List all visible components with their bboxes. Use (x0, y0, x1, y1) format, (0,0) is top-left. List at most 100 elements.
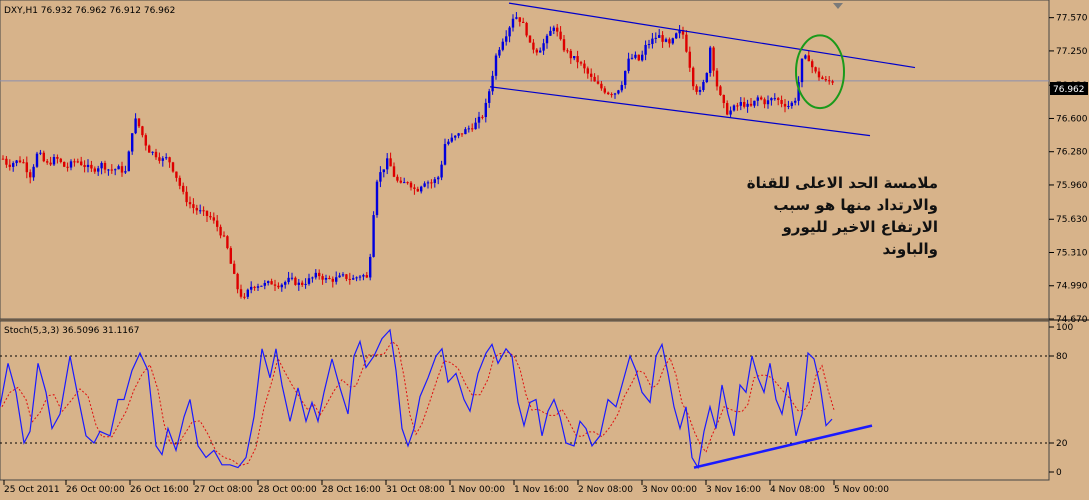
candle-bear (579, 62, 583, 64)
candle-bear (814, 67, 817, 72)
candle-bull (739, 102, 742, 106)
candle-bear (63, 161, 66, 167)
divergence-trendline (693, 424, 873, 469)
candle-bear (42, 152, 45, 162)
candle-bear (522, 21, 525, 23)
chart-shift-marker-icon[interactable] (833, 3, 843, 9)
main-pane[interactable] (0, 0, 1050, 320)
candle-bull (488, 91, 491, 103)
candle-bear (743, 102, 746, 107)
candle-bull (658, 35, 661, 38)
candle-bull (290, 277, 294, 279)
candle-bear (688, 51, 691, 68)
candle-bear (715, 70, 719, 87)
candle-bull (698, 89, 702, 92)
candle-bull (505, 36, 508, 42)
candle-bear (270, 281, 273, 285)
price-channel[interactable] (489, 2, 916, 137)
candle-bear (195, 207, 198, 211)
candle-bear (661, 35, 664, 42)
candle-bear (93, 168, 96, 172)
candle-bear (219, 226, 222, 236)
candle-bear (103, 162, 107, 170)
channel-line-lower (489, 86, 871, 137)
candle-bull (338, 275, 341, 278)
candle-bull (15, 160, 18, 164)
annotation-line: والباوند (882, 240, 938, 258)
candle-bull (280, 284, 283, 288)
candle-bull (477, 116, 481, 123)
candle-bear (182, 185, 185, 192)
candle-bull (464, 129, 467, 135)
candle-bull (420, 186, 423, 192)
candle-bull (297, 282, 300, 285)
candle-bear (783, 103, 787, 107)
candle-bull (508, 27, 511, 37)
stoch-header: Stoch(5,3,3) 36.5096 31.1167 (4, 326, 139, 336)
candle-bear (192, 204, 195, 208)
candle-bull (705, 73, 708, 83)
candle-bear (749, 103, 753, 106)
candle-bear (821, 77, 824, 80)
stoch-main-line (0, 328, 833, 470)
candle-bull (375, 181, 379, 216)
price-tick-label: 77.250 (1056, 47, 1088, 57)
candle-bear (593, 76, 596, 82)
candle-bull (773, 98, 776, 100)
candle-bear (777, 98, 780, 100)
candle-bear (811, 61, 814, 68)
candle-bull (620, 84, 623, 91)
candle-bear (216, 220, 219, 227)
candle-bear (610, 94, 613, 96)
candle-bull (484, 102, 487, 118)
candle-bull (644, 44, 647, 55)
candle-bull (12, 163, 15, 167)
candle-bear (576, 56, 579, 63)
candle-bull (263, 282, 266, 286)
current-price-label: 76.962 (1053, 85, 1085, 95)
candle-bear (583, 63, 586, 69)
candle-bull (794, 100, 797, 103)
candle-bull (362, 275, 365, 277)
candle-bear (396, 176, 399, 181)
candles (1, 12, 834, 300)
candle-bear (637, 54, 640, 61)
candle-bull (678, 30, 681, 34)
candle-bull (675, 33, 678, 39)
candle-bull (369, 256, 372, 278)
candle-bear (556, 27, 559, 32)
candle-bear (562, 39, 566, 51)
stoch-pane[interactable] (0, 320, 1050, 481)
candle-bull (800, 58, 804, 83)
candle-bull (423, 183, 426, 187)
candle-bear (66, 166, 69, 168)
candle-bull (766, 100, 770, 105)
candle-bull (624, 70, 627, 85)
candle-bear (253, 286, 256, 288)
candle-bear (8, 164, 11, 167)
candle-bear (18, 160, 22, 163)
candle-bull (804, 55, 807, 59)
circle-highlight-group (795, 34, 845, 110)
candle-bull (457, 133, 460, 136)
arabic-annotation: ملامسة الحد الاعلى للقناة والارتداد منها… (700, 172, 938, 260)
candle-bear (590, 73, 593, 77)
circle-highlight (795, 34, 845, 110)
candle-bear (229, 248, 232, 264)
candle-bull (127, 151, 130, 172)
candle-bull (267, 281, 270, 283)
candle-bull (161, 158, 164, 161)
price-tick-label: 77.570 (1056, 14, 1088, 24)
candle-bull (709, 47, 712, 74)
candle-bull (35, 153, 39, 167)
candle-bear (5, 158, 8, 165)
candle-bull (358, 276, 362, 278)
time-tick-label: 31 Oct 08:00 (386, 485, 445, 495)
candle-bear (807, 55, 810, 62)
candle-bear (226, 236, 229, 249)
candle-bear (49, 162, 52, 165)
candle-bear (321, 276, 324, 280)
price-tick-label: 74.670 (1056, 315, 1088, 325)
